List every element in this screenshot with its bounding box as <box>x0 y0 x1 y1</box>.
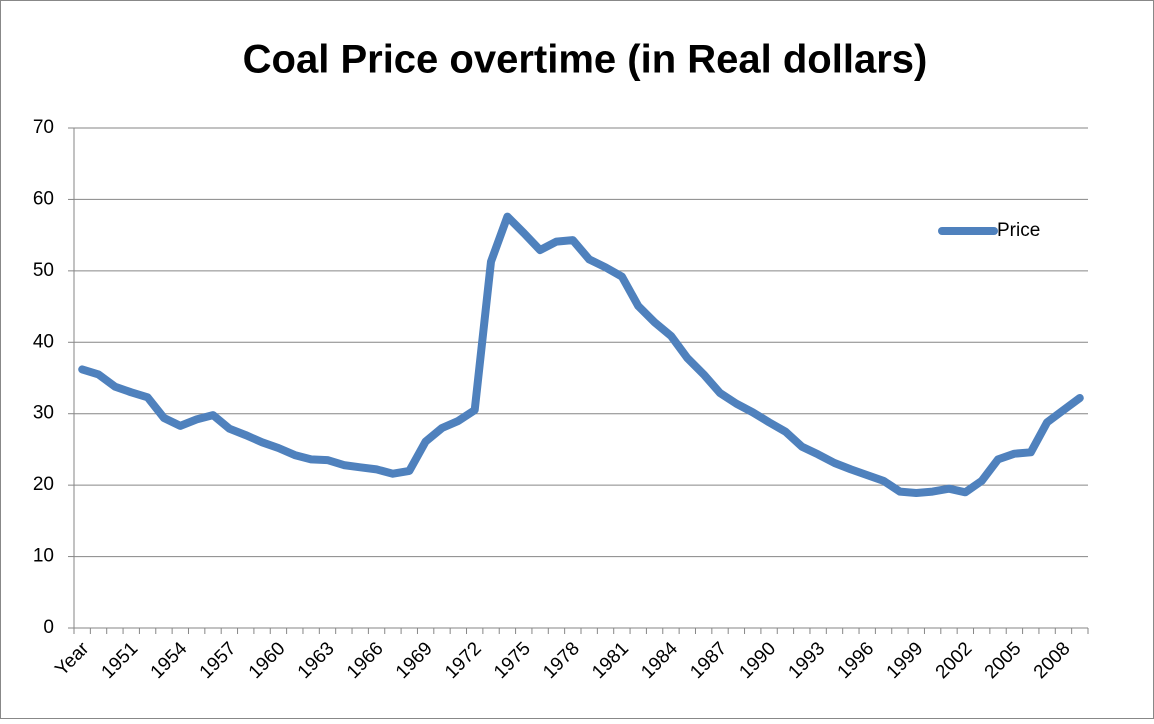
y-tick-label: 10 <box>33 546 54 567</box>
y-tick-label: 30 <box>33 403 54 424</box>
y-tick-label: 70 <box>33 117 54 138</box>
y-tick-label: 50 <box>33 260 54 281</box>
y-tick-label: 40 <box>33 331 54 352</box>
y-tick-label: 20 <box>33 474 54 495</box>
y-tick-label: 0 <box>43 617 54 638</box>
line-series <box>78 212 1084 497</box>
chart-title: Coal Price overtime (in Real dollars) <box>243 38 928 82</box>
legend-label: Price <box>997 220 1040 241</box>
y-tick-label: 60 <box>33 188 54 209</box>
